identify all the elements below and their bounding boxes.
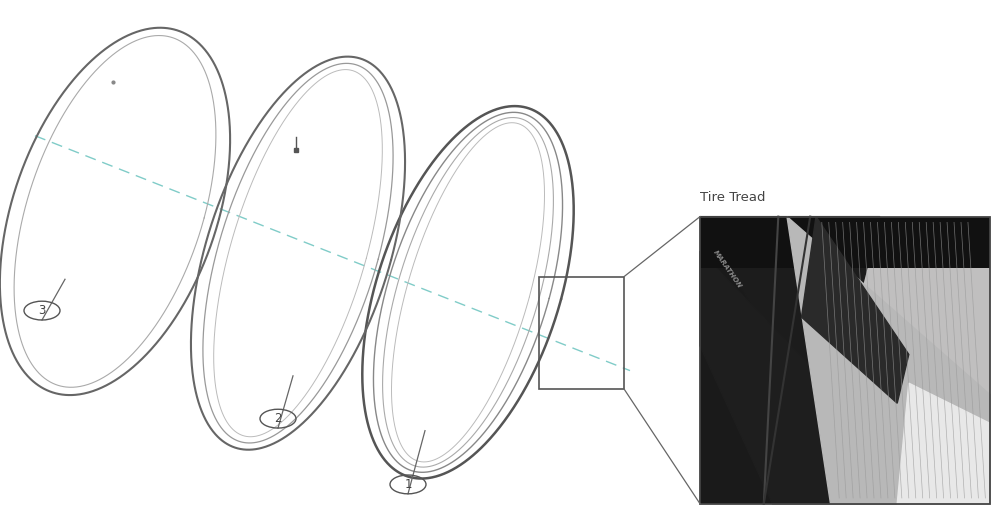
Bar [700,217,810,504]
Polygon shape [802,217,909,403]
Text: 2: 2 [274,412,282,425]
Text: Tire Tread: Tire Tread [700,191,766,204]
Bar [700,217,990,268]
Text: 3: 3 [38,304,46,317]
Text: 1: 1 [404,478,412,491]
Polygon shape [700,217,880,366]
Polygon shape [787,217,990,504]
Polygon shape [897,383,990,504]
Bar [700,217,990,504]
Polygon shape [700,251,909,504]
Bar [700,217,990,504]
Bar [539,277,624,389]
Text: MARATHON: MARATHON [712,249,742,289]
Bar [700,217,990,504]
